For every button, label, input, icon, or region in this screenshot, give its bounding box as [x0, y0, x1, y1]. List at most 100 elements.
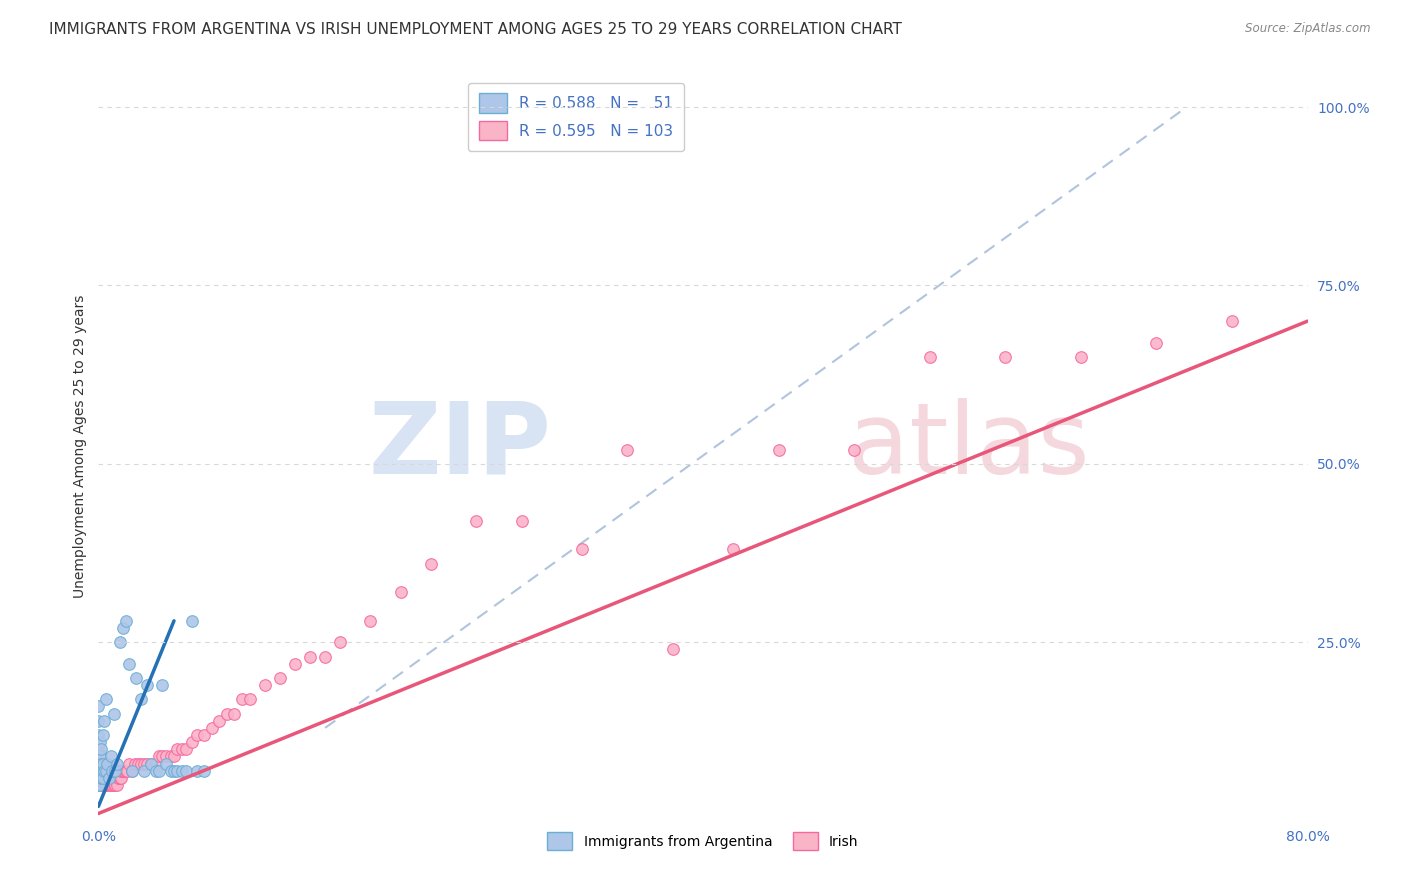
Point: [129, 692, 152, 706]
Point: [90, 771, 112, 785]
Point: [239, 692, 262, 706]
Text: ZIP: ZIP: [368, 398, 551, 494]
Point: [98, 771, 121, 785]
Point: [107, 764, 129, 778]
Point: [768, 442, 790, 457]
Point: [148, 749, 170, 764]
Point: [111, 764, 134, 778]
Point: [661, 642, 683, 657]
Point: [101, 771, 124, 785]
Text: atlas: atlas: [848, 398, 1090, 494]
Point: [93, 714, 115, 728]
Point: [231, 692, 253, 706]
Point: [174, 764, 197, 778]
Point: [844, 442, 866, 457]
Point: [141, 756, 163, 771]
Point: [121, 764, 143, 778]
Point: [89, 771, 111, 785]
Point: [91, 764, 114, 778]
Point: [91, 756, 114, 771]
Point: [918, 350, 941, 364]
Point: [93, 764, 115, 778]
Point: [90, 756, 112, 771]
Point: [87, 749, 110, 764]
Point: [181, 735, 204, 749]
Point: [150, 749, 173, 764]
Point: [150, 678, 173, 692]
Point: [103, 706, 125, 721]
Point: [105, 756, 128, 771]
Point: [94, 771, 117, 785]
Point: [118, 756, 141, 771]
Point: [110, 764, 132, 778]
Point: [93, 771, 115, 785]
Point: [100, 778, 122, 792]
Point: [103, 778, 125, 792]
Point: [166, 742, 188, 756]
Point: [186, 764, 208, 778]
Point: [141, 756, 163, 771]
Point: [135, 756, 157, 771]
Point: [148, 764, 170, 778]
Point: [103, 764, 125, 778]
Point: [96, 764, 118, 778]
Point: [571, 542, 593, 557]
Point: [107, 771, 129, 785]
Point: [94, 756, 117, 771]
Point: [193, 764, 215, 778]
Point: [98, 764, 121, 778]
Point: [87, 771, 110, 785]
Y-axis label: Unemployment Among Ages 25 to 29 years: Unemployment Among Ages 25 to 29 years: [73, 294, 87, 598]
Point: [389, 585, 412, 599]
Point: [160, 749, 183, 764]
Point: [163, 749, 186, 764]
Point: [166, 764, 188, 778]
Point: [104, 778, 127, 792]
Point: [299, 649, 322, 664]
Point: [87, 699, 110, 714]
Point: [101, 778, 124, 792]
Point: [94, 764, 117, 778]
Point: [186, 728, 208, 742]
Point: [124, 756, 146, 771]
Point: [89, 735, 111, 749]
Point: [181, 614, 204, 628]
Point: [115, 764, 138, 778]
Point: [93, 764, 115, 778]
Point: [90, 742, 112, 756]
Point: [105, 764, 128, 778]
Point: [89, 778, 111, 792]
Point: [155, 749, 177, 764]
Point: [98, 771, 121, 785]
Point: [132, 756, 155, 771]
Point: [100, 771, 122, 785]
Point: [91, 728, 114, 742]
Point: [112, 764, 135, 778]
Point: [132, 764, 155, 778]
Point: [170, 742, 193, 756]
Point: [90, 778, 112, 792]
Text: IMMIGRANTS FROM ARGENTINA VS IRISH UNEMPLOYMENT AMONG AGES 25 TO 29 YEARS CORREL: IMMIGRANTS FROM ARGENTINA VS IRISH UNEMP…: [49, 22, 903, 37]
Legend: Immigrants from Argentina, Irish: Immigrants from Argentina, Irish: [538, 824, 868, 859]
Point: [87, 756, 110, 771]
Point: [100, 764, 122, 778]
Point: [329, 635, 352, 649]
Point: [108, 635, 131, 649]
Point: [89, 756, 111, 771]
Point: [108, 764, 131, 778]
Point: [89, 764, 111, 778]
Point: [90, 749, 112, 764]
Point: [170, 764, 193, 778]
Point: [215, 706, 238, 721]
Point: [129, 756, 152, 771]
Point: [100, 749, 122, 764]
Point: [104, 764, 127, 778]
Point: [91, 756, 114, 771]
Point: [89, 764, 111, 778]
Point: [98, 778, 121, 792]
Point: [111, 621, 134, 635]
Point: [94, 778, 117, 792]
Point: [87, 742, 110, 756]
Point: [87, 756, 110, 771]
Point: [994, 350, 1017, 364]
